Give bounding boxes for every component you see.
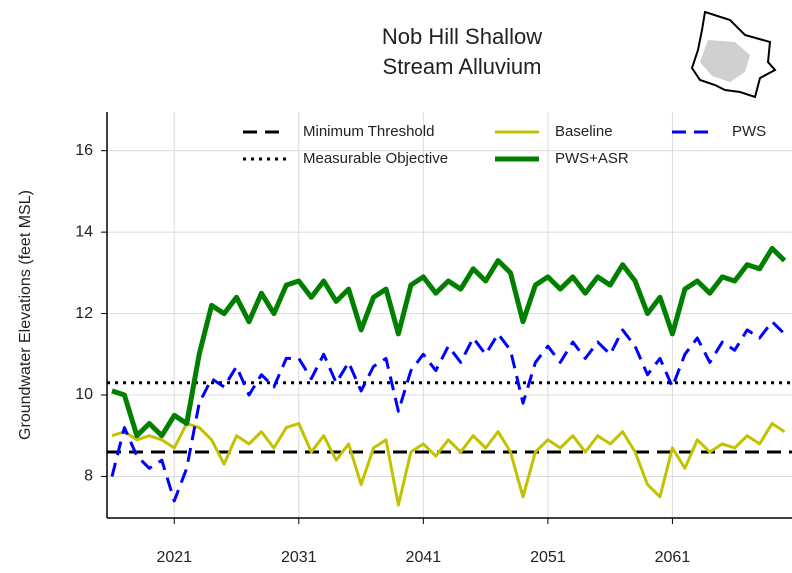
x-tick-label: 2041 <box>406 549 442 566</box>
series-line <box>111 245 787 439</box>
region-map <box>690 10 777 99</box>
legend-label: PWS <box>732 123 766 140</box>
y-tick-label: 10 <box>75 386 93 403</box>
y-tick-label: 16 <box>75 142 93 159</box>
x-tick-label: 2021 <box>156 549 192 566</box>
legend-label: Minimum Threshold <box>303 123 434 140</box>
y-tick-label: 14 <box>75 223 93 240</box>
series-line <box>111 422 786 507</box>
legend-label: PWS+ASR <box>555 150 629 167</box>
chart-title: Nob Hill Shallow <box>382 24 542 49</box>
y-tick-label: 12 <box>75 305 93 322</box>
y-axis-label: Groundwater Elevations (feet MSL) <box>17 190 34 440</box>
y-tick-label: 8 <box>84 468 93 485</box>
chart-title: Stream Alluvium <box>383 54 542 79</box>
legend-label: Baseline <box>555 123 613 140</box>
x-tick-label: 2031 <box>281 549 317 566</box>
series-line <box>110 320 786 503</box>
legend-label: Measurable Objective <box>303 150 448 167</box>
x-tick-label: 2051 <box>530 549 566 566</box>
x-tick-label: 2061 <box>655 549 691 566</box>
